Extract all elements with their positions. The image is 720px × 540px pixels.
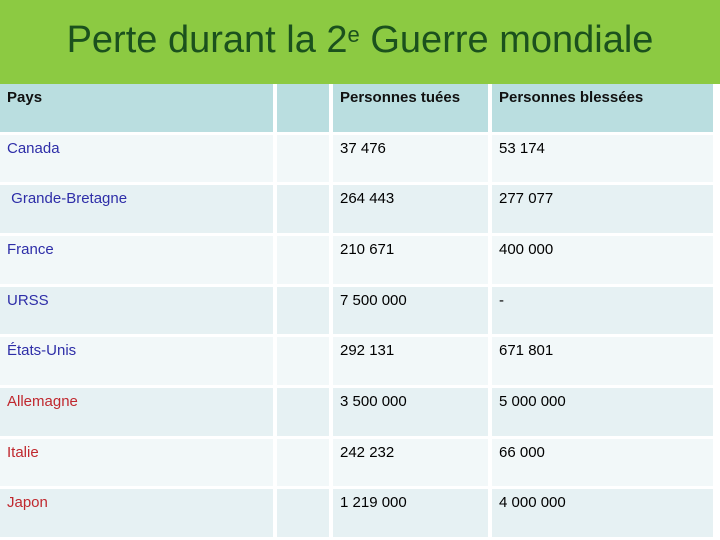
killed-cell: 37 476: [333, 134, 492, 186]
table-row-canada: Canada 37 476 53 174: [0, 134, 716, 186]
killed-cell: 1 219 000: [333, 489, 492, 540]
wounded-cell: -: [492, 286, 716, 338]
slide-title: Perte durant la 2e Guerre mondiale: [0, 19, 720, 62]
wounded-cell: 66 000: [492, 438, 716, 490]
spacer-cell: [277, 337, 333, 388]
slide-title-prefix: Perte durant la 2: [66, 19, 348, 61]
wounded-cell: 277 077: [492, 185, 716, 236]
country-cell: France: [0, 235, 277, 287]
header-pays: Pays: [0, 84, 277, 135]
spacer-cell: [277, 387, 333, 439]
losses-table-container: Pays Personnes tuées Personnes blessées …: [0, 84, 720, 540]
spacer-cell: [277, 134, 333, 186]
killed-cell: 210 671: [333, 235, 492, 287]
killed-cell: 3 500 000: [333, 387, 492, 439]
country-cell: Canada: [0, 134, 277, 186]
slide-title-suffix: Guerre mondiale: [359, 19, 654, 61]
table-row-grande-bretagne: Grande-Bretagne 264 443 277 077: [0, 185, 716, 236]
country-cell: URSS: [0, 286, 277, 338]
header-tuees: Personnes tuées: [333, 84, 492, 135]
wounded-cell: 5 000 000: [492, 387, 716, 439]
table-row-urss: URSS 7 500 000 -: [0, 286, 716, 338]
slide-title-superscript: e: [347, 22, 360, 48]
spacer-cell: [277, 489, 333, 540]
wounded-cell: 4 000 000: [492, 489, 716, 540]
table-row-japon: Japon 1 219 000 4 000 000: [0, 489, 716, 540]
country-cell: Italie: [0, 438, 277, 490]
spacer-cell: [277, 235, 333, 287]
killed-cell: 242 232: [333, 438, 492, 490]
spacer-cell: [277, 438, 333, 490]
country-cell: Grande-Bretagne: [0, 185, 277, 236]
killed-cell: 292 131: [333, 337, 492, 388]
table-row-italie: Italie 242 232 66 000: [0, 438, 716, 490]
header-spacer: [277, 84, 333, 135]
wounded-cell: 671 801: [492, 337, 716, 388]
table-row-allemagne: Allemagne 3 500 000 5 000 000: [0, 387, 716, 439]
country-cell: Japon: [0, 489, 277, 540]
country-cell: États-Unis: [0, 337, 277, 388]
spacer-cell: [277, 286, 333, 338]
country-cell: Allemagne: [0, 387, 277, 439]
wounded-cell: 400 000: [492, 235, 716, 287]
table-row-etats-unis: États-Unis 292 131 671 801: [0, 337, 716, 388]
header-row: Pays Personnes tuées Personnes blessées: [0, 84, 716, 135]
killed-cell: 7 500 000: [333, 286, 492, 338]
table-row-france: France 210 671 400 000: [0, 235, 716, 287]
spacer-cell: [277, 185, 333, 236]
losses-table: Pays Personnes tuées Personnes blessées …: [0, 84, 716, 540]
killed-cell: 264 443: [333, 185, 492, 236]
title-band: Perte durant la 2e Guerre mondiale: [0, 0, 720, 84]
header-blessees: Personnes blessées: [492, 84, 716, 135]
wounded-cell: 53 174: [492, 134, 716, 186]
